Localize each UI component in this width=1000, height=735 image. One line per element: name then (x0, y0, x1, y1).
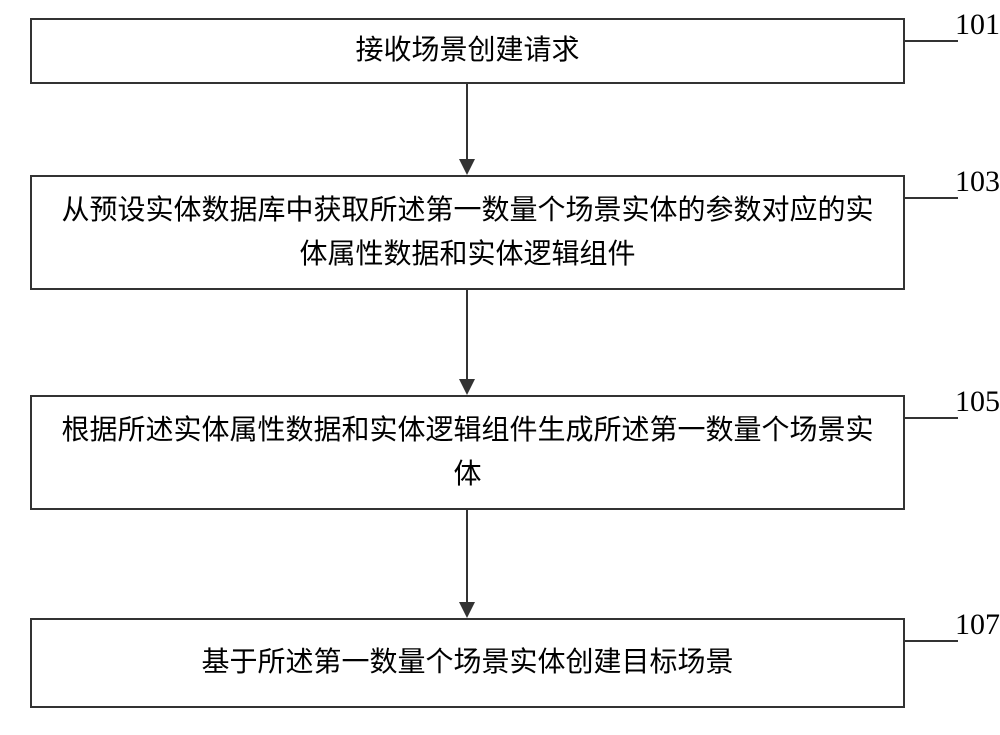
flow-step-107: 基于所述第一数量个场景实体创建目标场景 (30, 618, 905, 708)
step-label-101: 101 (955, 8, 1000, 42)
arrow-line (466, 510, 468, 602)
arrow-line (466, 290, 468, 379)
label-connector (905, 640, 958, 642)
flow-step-103: 从预设实体数据库中获取所述第一数量个场景实体的参数对应的实体属性数据和实体逻辑组… (30, 175, 905, 290)
arrow-head-icon (459, 602, 475, 618)
flowchart-canvas: 接收场景创建请求 101 从预设实体数据库中获取所述第一数量个场景实体的参数对应的实… (0, 0, 1000, 735)
label-connector (905, 417, 958, 419)
flow-step-101: 接收场景创建请求 (30, 18, 905, 84)
flow-step-text: 接收场景创建请求 (355, 29, 579, 72)
label-connector (905, 197, 958, 199)
flow-step-105: 根据所述实体属性数据和实体逻辑组件生成所述第一数量个场景实体 (30, 395, 905, 510)
arrow-head-icon (459, 159, 475, 175)
arrow-line (466, 84, 468, 159)
arrow-head-icon (459, 379, 475, 395)
step-label-103: 103 (955, 165, 1000, 199)
step-label-107: 107 (955, 608, 1000, 642)
flow-step-text: 从预设实体数据库中获取所述第一数量个场景实体的参数对应的实体属性数据和实体逻辑组… (52, 189, 883, 276)
flow-step-text: 基于所述第一数量个场景实体创建目标场景 (201, 641, 733, 684)
label-connector (905, 40, 958, 42)
flow-step-text: 根据所述实体属性数据和实体逻辑组件生成所述第一数量个场景实体 (52, 409, 883, 496)
step-label-105: 105 (955, 385, 1000, 419)
